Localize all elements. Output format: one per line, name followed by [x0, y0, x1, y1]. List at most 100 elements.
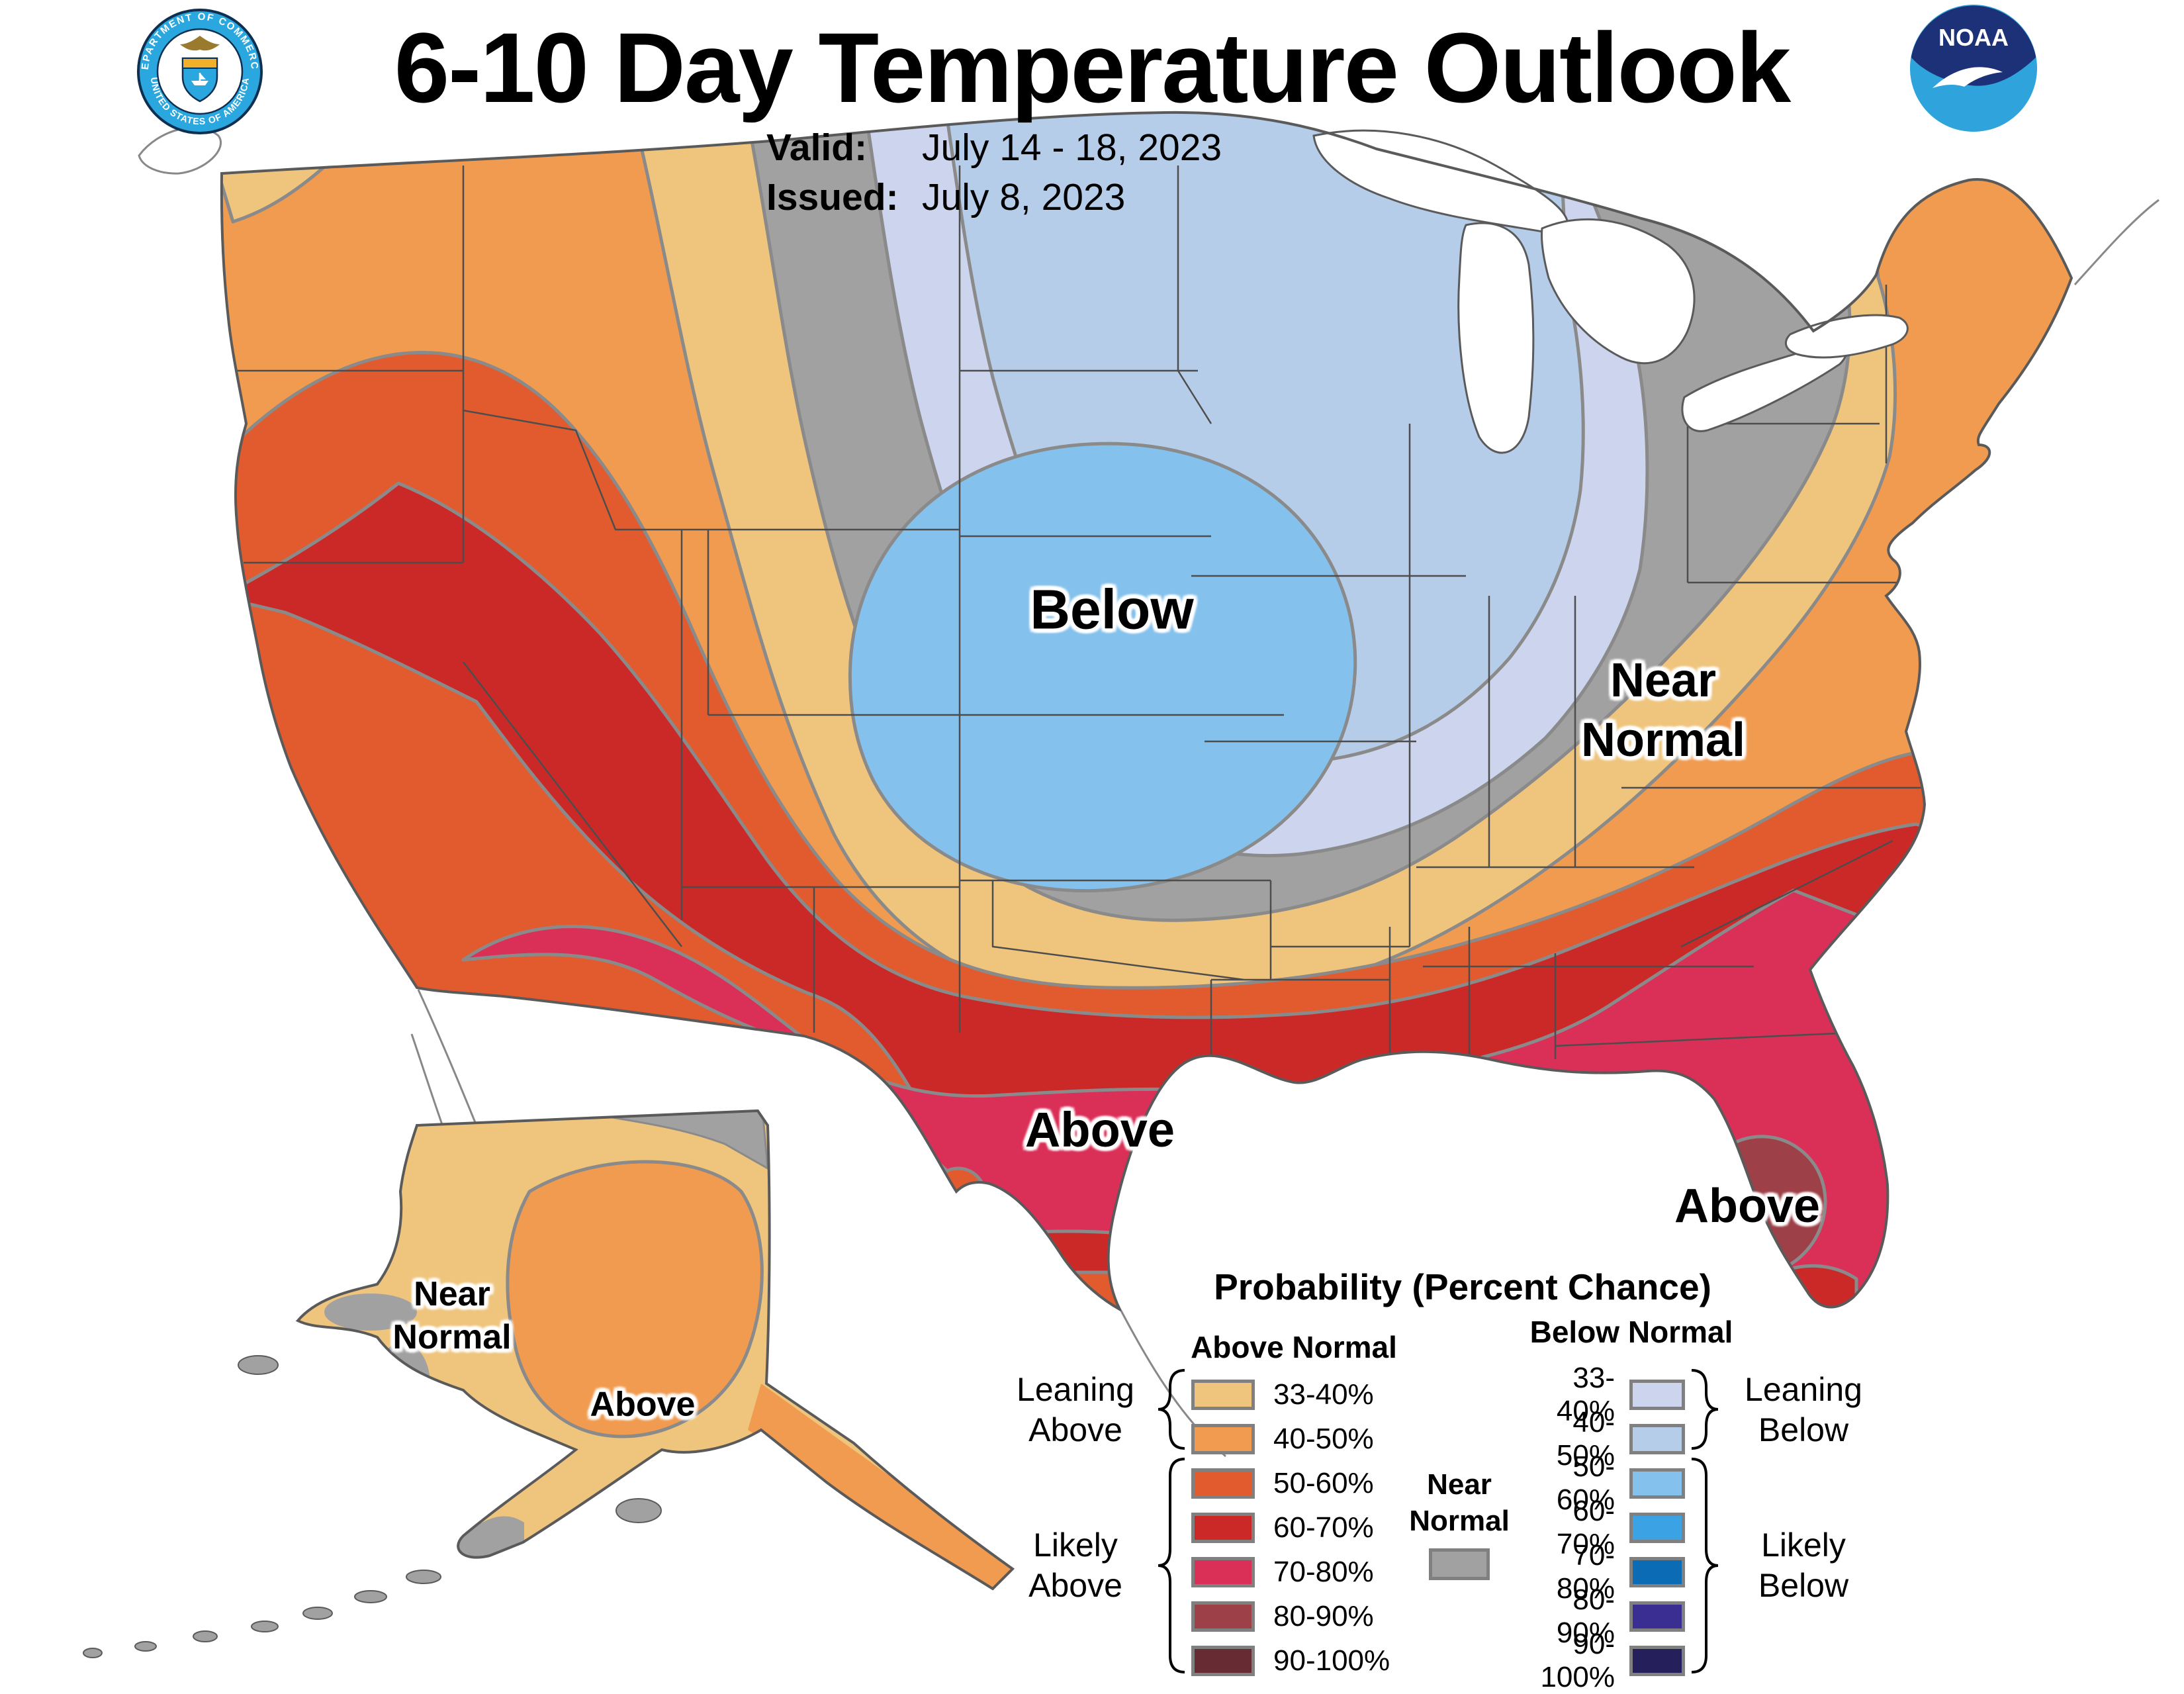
legend-below-range-label-5: 80-90% [1556, 1583, 1615, 1649]
legend-below-range-label-4: 70-80% [1556, 1538, 1615, 1605]
legend-near-normal-swatch [1429, 1548, 1490, 1580]
map-label-near-normal-alaska: Near Normal [392, 1273, 511, 1359]
leaning-above-line1: Leaning [1017, 1371, 1134, 1408]
page-title: 6-10 Day Temperature Outlook [394, 12, 1792, 123]
band-below-50-60-core [848, 442, 1357, 893]
state-borders [233, 165, 1923, 1072]
likely-above-line1: Likely [1033, 1527, 1118, 1564]
legend-below-row-33-40%: 33-40% [1516, 1362, 1685, 1427]
issued-label: Issued: [766, 176, 899, 219]
noaa-logo-text: NOAA [1938, 24, 2009, 51]
legend-below-row-90-100%: 90-100% [1516, 1628, 1685, 1693]
lake-erie [1681, 342, 1848, 432]
aleutian-islands [83, 1355, 662, 1658]
map-label-near-normal-east-line1: Near [1610, 654, 1717, 707]
band-above-33-40-nw-wedge [221, 160, 326, 224]
great-lakes [1312, 129, 1909, 454]
ak-panhandle-above-40-50 [748, 1384, 1013, 1589]
leaning-below-line2: Below [1758, 1411, 1849, 1448]
legend-above-swatch-3 [1191, 1512, 1255, 1543]
legend-group-leaning-below: Leaning Below [1745, 1370, 1862, 1450]
lake-huron [1541, 218, 1696, 365]
map-label-near-normal-east-line2: Normal [1580, 714, 1746, 767]
legend-above-range-label-1: 40-50% [1273, 1422, 1374, 1455]
legend-above-range-label-0: 33-40% [1273, 1378, 1374, 1411]
map-label-near-normal-alaska-line1: Near [414, 1275, 490, 1313]
legend-above-range-label-6: 90-100% [1273, 1644, 1390, 1677]
map-label-above-florida: Above [1674, 1180, 1821, 1233]
date-block: Valid: July 14 - 18, 2023 Issued: July 8, … [766, 123, 1222, 222]
legend-above-column: 33-40% 40-50% 50-60% 60-70% 70-80% 80-90% 90-1… [1191, 1372, 1390, 1683]
legend-below-normal-header: Below Normal [1529, 1315, 1733, 1349]
legend-above-row-33-40%: 33-40% [1191, 1372, 1390, 1417]
brace-leaning-below [1691, 1369, 1719, 1450]
band-above-50-60-big-bend [930, 1166, 987, 1223]
map-label-above-alaska: Above [590, 1385, 696, 1424]
band-above-60-70-florida-tip [1777, 1264, 1858, 1309]
legend-below-swatch-4 [1629, 1556, 1685, 1587]
map-label-near-normal-alaska-line2: Normal [392, 1318, 512, 1356]
map-label-near-normal-east: Near Normal [1581, 651, 1745, 770]
legend-below-range-label-6: 90-100% [1540, 1627, 1615, 1693]
legend-above-swatch-1 [1191, 1423, 1255, 1454]
map-label-above-central: Above [1024, 1102, 1175, 1157]
legend-below-swatch-6 [1629, 1645, 1685, 1676]
legend-above-swatch-2 [1191, 1468, 1255, 1499]
lake-michigan [1457, 222, 1535, 454]
legend-above-row-60-70%: 60-70% [1191, 1505, 1390, 1550]
conus-outline [220, 111, 2073, 1313]
legend-above-swatch-0 [1191, 1379, 1255, 1410]
legend-above-normal-header: Above Normal [1191, 1330, 1397, 1364]
legend-above-range-label-4: 70-80% [1273, 1555, 1374, 1588]
alaska-outline [295, 1109, 1015, 1591]
issued-value: July 8, 2023 [922, 176, 1126, 219]
valid-line: Valid: July 14 - 18, 2023 [766, 123, 1222, 173]
noaa-seagull-icon [1933, 67, 2003, 88]
leaning-above-line2: Above [1028, 1411, 1122, 1448]
doc-ship-icon [191, 81, 208, 85]
legend-below-row-80-90%: 80-90% [1516, 1583, 1685, 1649]
brace-leaning-above [1158, 1369, 1185, 1450]
ak-near-normal-peninsula-tip [459, 1516, 524, 1558]
legend-below-swatch-3 [1629, 1512, 1685, 1543]
legend-below-swatch-5 [1629, 1601, 1685, 1632]
legend-group-likely-below: Likely Below [1758, 1525, 1848, 1606]
legend-near-normal-line1: Near [1427, 1468, 1492, 1501]
noaa-logo-top [1911, 5, 2036, 86]
canada-maritime-coast [2073, 199, 2160, 286]
legend-below-range-label-0: 33-40% [1556, 1361, 1615, 1427]
brace-likely-below [1691, 1458, 1719, 1673]
legend-near-normal-line2: Normal [1409, 1505, 1510, 1537]
ak-band-above-40-50-core [506, 1160, 764, 1438]
legend-above-swatch-5 [1191, 1601, 1255, 1632]
legend-above-swatch-4 [1191, 1556, 1255, 1587]
map-label-below: Below [1030, 578, 1194, 641]
legend-group-leaning-above: Leaning Above [1017, 1370, 1134, 1450]
legend-above-swatch-6 [1191, 1645, 1255, 1676]
legend-braces [1158, 1369, 1719, 1673]
legend-above-row-40-50%: 40-50% [1191, 1417, 1390, 1461]
legend-title: Probability (Percent Chance) [1214, 1266, 1711, 1307]
legend-below-row-50-60%: 50-60% [1516, 1450, 1685, 1516]
doc-eagle-icon [180, 36, 220, 51]
valid-value: July 14 - 18, 2023 [922, 126, 1222, 169]
legend-above-row-50-60%: 50-60% [1191, 1461, 1390, 1505]
likely-below-line2: Below [1758, 1567, 1849, 1604]
legend-above-row-80-90%: 80-90% [1191, 1594, 1390, 1638]
leaning-below-line1: Leaning [1745, 1371, 1862, 1408]
legend-below-row-70-80%: 70-80% [1516, 1539, 1685, 1605]
legend-below-row-60-70%: 60-70% [1516, 1495, 1685, 1560]
legend-below-column: 33-40% 40-50% 50-60% 60-70% 70-80% 80-90% 90-1… [1516, 1362, 1685, 1693]
ak-near-normal-seward [324, 1294, 417, 1331]
legend-below-row-40-50%: 40-50% [1516, 1406, 1685, 1472]
legend-near-normal-block: Near Normal [1403, 1466, 1516, 1580]
likely-below-line1: Likely [1761, 1527, 1846, 1564]
lake-ontario [1784, 314, 1909, 359]
legend-above-row-70-80%: 70-80% [1191, 1550, 1390, 1594]
legend-above-range-label-2: 50-60% [1273, 1466, 1374, 1499]
issued-line: Issued: July 8, 2023 [766, 173, 1222, 222]
brace-likely-above [1158, 1458, 1185, 1673]
legend-below-swatch-2 [1629, 1468, 1685, 1499]
legend-below-range-label-3: 60-70% [1556, 1494, 1615, 1560]
